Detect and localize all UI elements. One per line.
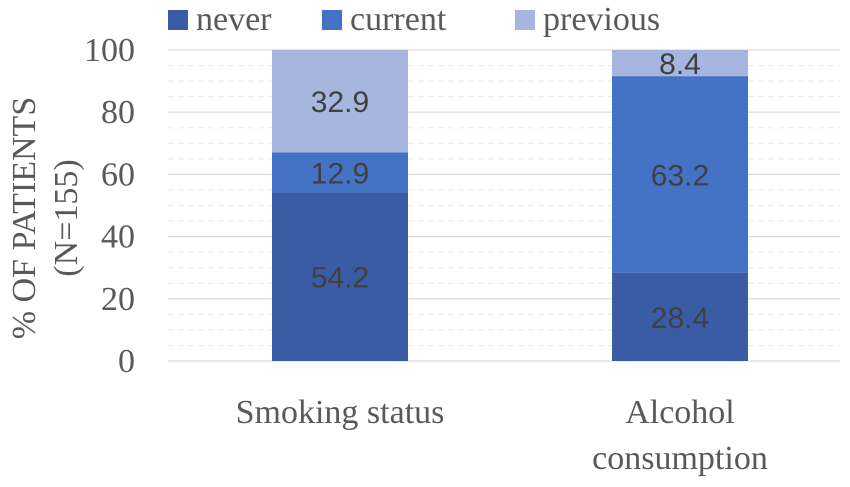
legend-label-previous: previous bbox=[543, 1, 660, 38]
bars: 54.2 12.9 32.9 28.4 63.2 8.4 bbox=[272, 48, 748, 361]
bar-segment-current bbox=[272, 152, 408, 193]
bar-segment-current bbox=[612, 76, 748, 273]
y-tick-labels: 0 20 40 60 80 100 bbox=[84, 32, 135, 380]
category-label: consumption bbox=[592, 440, 768, 477]
y-axis-title-line2: (N=155) bbox=[48, 159, 85, 276]
bar-segment-previous bbox=[612, 50, 748, 77]
legend-label-never: never bbox=[196, 1, 272, 38]
y-axis-title-line1: % OF PATIENTS bbox=[6, 97, 43, 339]
legend-swatch-previous bbox=[515, 10, 535, 30]
legend-swatch-current bbox=[322, 10, 342, 30]
data-label: 28.4 bbox=[651, 302, 709, 335]
y-tick-label: 100 bbox=[84, 32, 135, 69]
category-label: Smoking status bbox=[236, 394, 445, 431]
bar-segment-previous bbox=[272, 50, 408, 153]
y-tick-label: 60 bbox=[101, 156, 135, 193]
y-tick-label: 20 bbox=[101, 281, 135, 318]
bar-segment-never bbox=[612, 272, 748, 361]
y-tick-label: 40 bbox=[101, 219, 135, 256]
category-labels: Smoking status Alcohol consumption bbox=[236, 394, 768, 477]
data-label: 8.4 bbox=[659, 48, 701, 81]
category-label: Alcohol bbox=[625, 394, 735, 431]
data-label: 12.9 bbox=[311, 157, 369, 190]
y-tick-label: 80 bbox=[101, 94, 135, 131]
legend-label-current: current bbox=[350, 1, 447, 38]
data-label: 63.2 bbox=[651, 159, 709, 192]
bar-segment-never bbox=[272, 192, 408, 361]
legend-swatch-never bbox=[168, 10, 188, 30]
data-label: 54.2 bbox=[311, 262, 369, 295]
legend: never current previous bbox=[168, 1, 660, 38]
y-tick-label: 0 bbox=[118, 343, 135, 380]
data-label: 32.9 bbox=[311, 86, 369, 119]
